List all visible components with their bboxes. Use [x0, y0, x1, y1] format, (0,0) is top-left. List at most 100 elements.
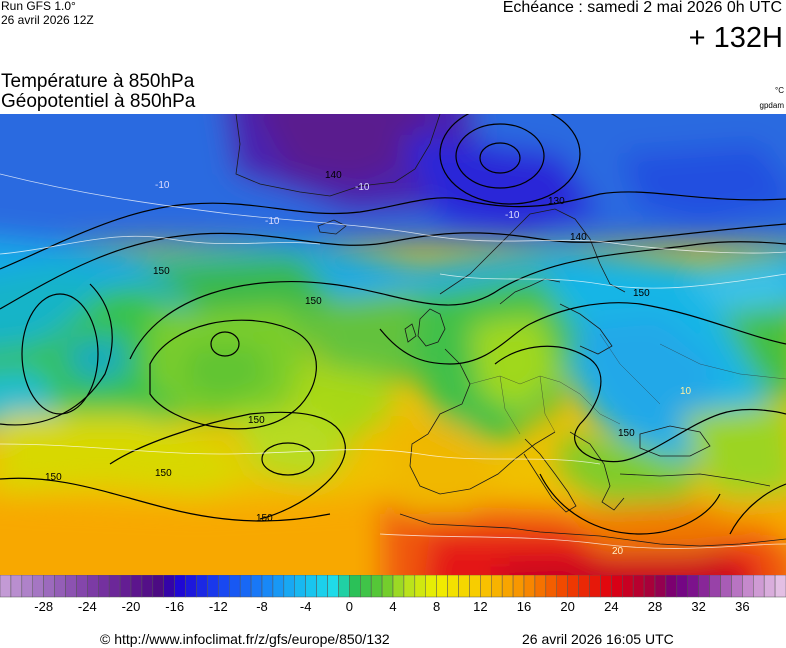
- contour-label: 150: [248, 415, 265, 426]
- contour-label: -10: [265, 216, 280, 227]
- colorbar-cell: [174, 575, 186, 598]
- colorbar-cell: [447, 575, 459, 598]
- isotherms: [0, 173, 786, 549]
- colorbar-cell: [338, 575, 350, 598]
- colorbar-cell: [294, 575, 306, 598]
- colorbar-cell: [229, 575, 241, 598]
- colorbar-cell: [534, 575, 547, 598]
- contour-label: 10: [680, 386, 692, 397]
- contour-label: -10: [155, 180, 170, 191]
- colorbar-cell: [523, 575, 536, 598]
- weather-map: 150 150 150 150 150 150 150 150 140 140 …: [0, 114, 786, 576]
- colorbar-tick-labels: -28 -24 -20 -16 -12 -8 -4 0 4 8 12 16 20 24 28 32 36: [0, 599, 786, 617]
- contour-label: 150: [618, 428, 635, 439]
- colorbar-cell: [676, 575, 689, 598]
- colorbar-tick-label: -28: [34, 599, 54, 614]
- colorbar-cell: [370, 575, 383, 598]
- parameter-geopotential-title: Géopotentiel à 850hPa: [1, 91, 196, 112]
- colorbar-cell: [687, 575, 699, 598]
- colorbar-cell: [763, 575, 776, 598]
- colorbar-cell: [753, 575, 765, 598]
- colorbar-cell: [283, 575, 295, 598]
- coastlines: [235, 114, 786, 547]
- generated-timestamp: 26 avril 2026 16:05 UTC: [522, 631, 674, 647]
- colorbar-tick-label: 8: [433, 599, 441, 614]
- colorbar-cell: [43, 575, 55, 598]
- colorbar-cell: [414, 575, 426, 598]
- colorbar-cell: [327, 575, 339, 598]
- run-label: Run GFS 1.0°: [1, 0, 76, 13]
- colorbar-cell: [742, 575, 754, 598]
- colorbar-cell: [32, 575, 44, 598]
- colorbar-cell: [381, 575, 394, 598]
- colorbar-cell: [403, 575, 416, 598]
- colorbar-cell: [272, 575, 285, 598]
- colorbar-tick-label: -4: [299, 599, 312, 614]
- colorbar-cell: [119, 575, 132, 598]
- colorbar-cell: [556, 575, 568, 598]
- colorbar-tick-label: -20: [121, 599, 141, 614]
- colorbar-cell: [76, 575, 88, 598]
- country-borders: [469, 333, 786, 435]
- run-date: 26 avril 2026 12Z: [1, 13, 94, 27]
- colorbar-cell: [698, 575, 710, 598]
- colorbar-tick-label: -12: [208, 599, 228, 614]
- colorbar-cell: [643, 575, 656, 598]
- colorbar-cell: [196, 575, 208, 598]
- colorbar-cell: [130, 575, 143, 598]
- forecast-valid-time: Echéance : samedi 2 mai 2026 0h UTC: [502, 0, 782, 16]
- colorbar-cell: [731, 575, 743, 598]
- colorbar-tick-label: 16: [516, 599, 532, 614]
- contour-label: 130: [548, 196, 565, 207]
- colorbar-tick-label: -8: [256, 599, 268, 614]
- colorbar-cell: [316, 575, 328, 598]
- colorbar-cell: [239, 575, 252, 598]
- colorbar-cell: [611, 575, 623, 598]
- contour-labels: 150 150 150 150 150 150 150 150 140 140 …: [45, 170, 692, 557]
- contour-label: 20: [612, 546, 624, 557]
- colorbar-cell: [774, 575, 786, 598]
- colorbar-cell: [141, 575, 154, 598]
- colorbar-cell: [98, 575, 110, 598]
- colorbar-cell: [545, 575, 558, 598]
- contour-label: 150: [45, 472, 62, 483]
- colorbar-cell: [512, 575, 525, 598]
- colorbar-cell: [665, 575, 678, 598]
- colorbar-cell: [54, 575, 66, 598]
- colorbar-cell: [491, 575, 503, 598]
- colorbar-cell: [163, 575, 175, 598]
- colorbar-cell: [87, 575, 99, 598]
- colorbar-cell: [567, 575, 579, 598]
- colorbar-cell: [436, 575, 448, 598]
- contour-label: 150: [633, 288, 650, 299]
- colorbar-tick-label: 20: [560, 599, 575, 614]
- colorbar-cell: [0, 575, 12, 598]
- contour-label: -10: [505, 210, 520, 221]
- colorbar-cell: [152, 575, 165, 598]
- colorbar-tick-label: 24: [604, 599, 619, 614]
- temperature-field: [0, 114, 786, 576]
- colorbar-cell: [349, 575, 361, 598]
- contour-label: 140: [325, 170, 342, 181]
- contour-label: 150: [256, 513, 273, 524]
- colorbar-cell: [65, 575, 77, 598]
- colorbar-cell: [578, 575, 590, 598]
- parameter-temperature-title: Température à 850hPa: [1, 71, 195, 92]
- colorbar-cell: [709, 575, 721, 598]
- colorbar-tick-label: -24: [77, 599, 97, 614]
- colorbar-tick-label: 4: [389, 599, 397, 614]
- forecast-horizon: + 132H: [688, 22, 783, 54]
- colorbar-tick-label: 36: [735, 599, 750, 614]
- temperature-colorbar: [0, 575, 786, 598]
- colorbar-cell: [392, 575, 405, 598]
- colorbar-cell: [480, 575, 492, 598]
- colorbar-cell: [250, 575, 263, 598]
- colorbar-cell: [469, 575, 481, 598]
- colorbar-cell: [501, 575, 514, 598]
- colorbar-cell: [589, 575, 601, 598]
- contour-label: 150: [305, 296, 322, 307]
- contour-label: 140: [570, 232, 587, 243]
- source-url[interactable]: © http://www.infoclimat.fr/z/gfs/europe/…: [100, 631, 390, 647]
- contour-label: -10: [355, 182, 370, 193]
- colorbar-cell: [305, 575, 317, 598]
